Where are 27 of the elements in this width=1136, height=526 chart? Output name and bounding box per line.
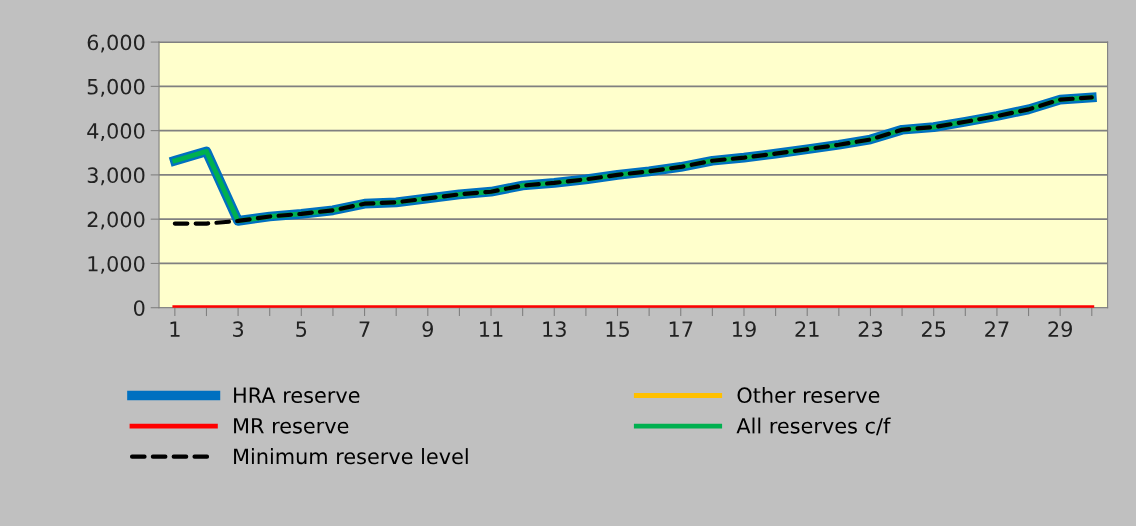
- legend-label: HRA reserve: [234, 387, 360, 404]
- legend-label: Minimum reserve level: [234, 448, 468, 465]
- y-tick-label: 6,000: [87, 34, 145, 53]
- y-tick-label: 5,000: [87, 78, 145, 97]
- x-tick-label: 19: [733, 321, 756, 338]
- x-tick-label: 1: [170, 321, 180, 337]
- x-tick-label: 11: [480, 321, 503, 337]
- legend-label: All reserves c/f: [736, 417, 891, 436]
- x-tick-label: 9: [422, 321, 433, 338]
- x-tick-label: 13: [543, 321, 566, 338]
- legend-label: MR reserve: [234, 418, 349, 434]
- y-tick-label: 3,000: [87, 167, 145, 186]
- x-tick-label: 25: [921, 321, 946, 338]
- y-tick-label: 0: [133, 300, 145, 316]
- x-tick-label: 15: [606, 321, 629, 338]
- legend-label: Other reserve: [737, 386, 880, 404]
- x-tick-label: 21: [795, 321, 819, 337]
- x-tick-label: 3: [233, 321, 244, 338]
- x-tick-label: 27: [985, 321, 1009, 337]
- y-tick-label: 1,000: [88, 255, 145, 274]
- x-tick-label: 29: [1048, 321, 1072, 338]
- y-tick-label: 2,000: [87, 211, 145, 230]
- x-tick-label: 7: [359, 321, 370, 337]
- x-tick-label: 5: [296, 321, 307, 338]
- x-tick-label: 17: [669, 321, 693, 337]
- y-tick-label: 4,000: [87, 123, 145, 141]
- x-tick-label: 23: [858, 321, 883, 338]
